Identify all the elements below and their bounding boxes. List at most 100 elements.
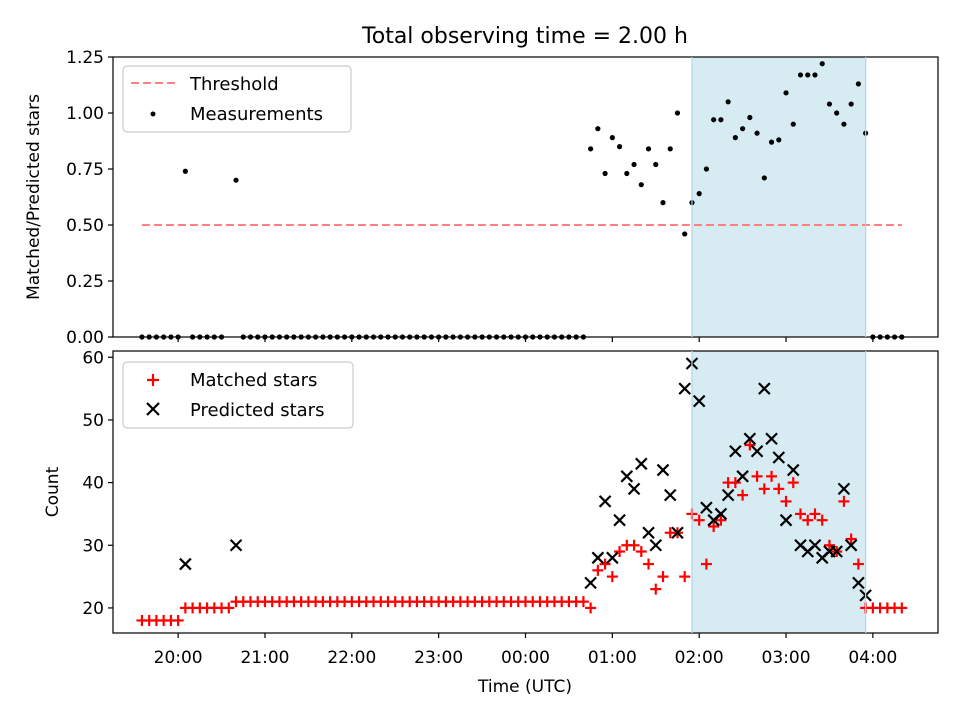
y-tick-label: 0.75 [66, 160, 104, 180]
top-legend: Threshold Measurements [122, 65, 352, 133]
matched-stars-series [136, 439, 908, 626]
predicted-star-point [692, 394, 706, 408]
x-tick-label: 02:00 [675, 648, 724, 668]
measurement-point [588, 146, 594, 152]
measurement-point [624, 170, 630, 177]
bottom-legend: Matched stars Predicted stars [122, 361, 354, 429]
x-tick-label: 20:00 [154, 648, 203, 668]
matched-star-point [729, 477, 741, 489]
matched-star-point [751, 470, 763, 482]
matched-star-point [838, 495, 850, 507]
y-tick-label: 20 [82, 599, 104, 619]
predicted-star-point [678, 382, 691, 395]
legend-measurements-label: Measurements [190, 104, 323, 125]
predicted-star-point [584, 576, 597, 590]
measurements-legend-swatch [150, 111, 156, 117]
matched-star-point [643, 558, 655, 570]
matched-star-point [708, 520, 720, 532]
matched-star-point [802, 514, 814, 526]
predicted-star-point [758, 382, 771, 395]
measurement-point [841, 121, 847, 127]
measurement-point [182, 168, 188, 174]
matched-star-point [700, 558, 712, 570]
matched-star-point [715, 514, 727, 526]
matched-star-point [693, 514, 705, 526]
matched-star-point [737, 489, 749, 501]
matched-star-point [787, 477, 799, 489]
measurement-point [797, 72, 804, 78]
predicted-star-point [765, 432, 778, 446]
measurement-point [602, 170, 608, 177]
predicted-star-point [627, 482, 641, 496]
matched-star-point [650, 583, 662, 595]
measurement-point [848, 101, 854, 107]
measurement-point [761, 175, 767, 181]
predicted-star-point [649, 538, 663, 552]
predicted-star-point [830, 545, 843, 558]
predicted-star-point [663, 488, 677, 502]
matched-star-point [223, 602, 235, 614]
measurement-point [790, 121, 796, 127]
matched-star-point [172, 614, 184, 626]
x-tick-label: 22:00 [327, 648, 376, 668]
predicted-star-point [852, 576, 865, 590]
measurement-point [233, 177, 239, 183]
bottom-x-ticks: 20:00 21:00 22:00 23:00 00:00 01:00 02:00 03:00… [154, 633, 897, 668]
measurement-point [653, 161, 659, 168]
matched-star-point [773, 483, 785, 495]
x-tick-label: 03:00 [762, 648, 811, 668]
y-tick-label: 30 [82, 536, 104, 556]
measurement-point [776, 137, 782, 143]
predicted-star-point [714, 507, 728, 521]
measurement-point [740, 126, 746, 132]
legend-predicted-label: Predicted stars [190, 400, 324, 421]
top-y-ticks: 0.00 0.25 0.50 0.75 1.00 1.25 [66, 48, 113, 348]
predicted-legend-swatch [146, 402, 160, 416]
matched-star-point [606, 571, 618, 583]
matched-star-point [823, 539, 835, 551]
measurement-point [747, 114, 753, 121]
predicted-star-point [635, 457, 648, 471]
measurement-point [725, 99, 731, 105]
predicted-star-point [656, 463, 670, 477]
measurement-point [812, 72, 818, 78]
predicted-star-point [598, 495, 612, 508]
measurement-point [826, 101, 833, 107]
measurement-point [732, 135, 738, 141]
y-tick-label: 60 [82, 348, 104, 368]
predicted-star-point [844, 538, 858, 552]
measurement-point [805, 72, 811, 78]
measurement-point [718, 117, 724, 123]
predicted-star-point [179, 557, 192, 571]
x-tick-label: 23:00 [414, 648, 463, 668]
measurement-point [631, 161, 637, 168]
predicted-stars-series [179, 357, 872, 602]
x-tick-label: 01:00 [588, 648, 637, 668]
matched-legend-swatch [147, 374, 159, 386]
y-tick-label: 0.50 [66, 216, 104, 236]
measurement-point [819, 61, 825, 67]
measurement-point [696, 191, 702, 197]
matched-star-point [657, 571, 669, 583]
measurement-point [595, 126, 601, 132]
matched-star-point [577, 596, 589, 608]
measurement-point [855, 81, 861, 87]
legend-matched-label: Matched stars [190, 370, 317, 391]
x-axis-label: Time (UTC) [477, 677, 572, 697]
x-tick-label: 00:00 [501, 648, 550, 668]
measurement-point [660, 200, 666, 206]
predicted-star-point [613, 513, 626, 527]
predicted-star-point [671, 526, 684, 540]
bottom-y-ticks: 20 30 40 50 60 [82, 348, 113, 619]
y-tick-label: 0.00 [66, 328, 104, 348]
predicted-star-point [721, 488, 735, 502]
bottom-legend-box [122, 361, 354, 429]
matched-star-point [585, 602, 597, 614]
matched-star-point [592, 564, 604, 576]
legend-threshold-label: Threshold [189, 74, 279, 95]
predicted-star-point [736, 470, 749, 483]
predicted-star-point [729, 444, 742, 458]
predicted-star-point [837, 482, 851, 496]
y-tick-label: 1.00 [66, 104, 104, 124]
